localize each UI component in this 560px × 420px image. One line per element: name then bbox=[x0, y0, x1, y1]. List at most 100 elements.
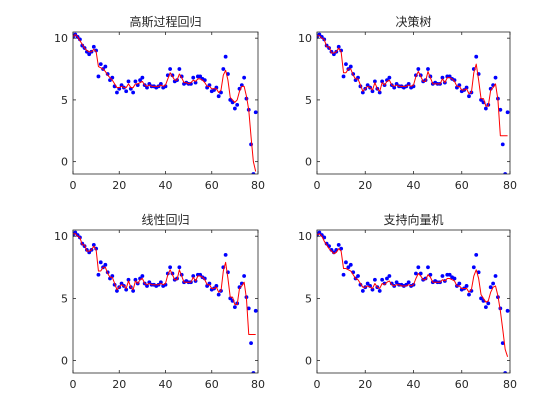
data-point bbox=[440, 274, 445, 278]
series-line bbox=[317, 233, 509, 357]
data-point bbox=[365, 83, 370, 87]
data-point bbox=[103, 262, 108, 267]
y-tick-label: 10 bbox=[54, 230, 68, 243]
data-point bbox=[406, 81, 411, 86]
data-point bbox=[251, 371, 256, 373]
data-point bbox=[483, 106, 488, 111]
data-point bbox=[126, 277, 131, 282]
data-point bbox=[87, 52, 92, 57]
data-point bbox=[145, 284, 149, 288]
data-point bbox=[426, 67, 430, 71]
data-point bbox=[232, 106, 237, 111]
data-point bbox=[377, 90, 382, 95]
data-point bbox=[493, 274, 498, 278]
data-point bbox=[491, 281, 496, 286]
data-point bbox=[370, 89, 375, 94]
data-point bbox=[471, 265, 476, 270]
data-point bbox=[394, 81, 399, 86]
plot-content bbox=[317, 230, 510, 373]
data-point bbox=[124, 89, 129, 94]
data-point bbox=[168, 265, 173, 270]
data-point bbox=[348, 262, 353, 267]
data-point bbox=[140, 75, 145, 80]
data-point bbox=[193, 80, 198, 85]
x-tick-label: 0 bbox=[314, 378, 321, 391]
x-tick-label: 20 bbox=[112, 179, 126, 192]
plot-content bbox=[73, 230, 258, 373]
data-point bbox=[474, 54, 479, 59]
data-point bbox=[488, 285, 493, 290]
plot-area bbox=[73, 230, 258, 373]
data-point bbox=[500, 142, 505, 147]
data-point bbox=[138, 78, 142, 83]
data-point bbox=[385, 276, 389, 281]
data-point bbox=[242, 274, 247, 278]
data-point bbox=[341, 74, 346, 79]
data-point bbox=[416, 67, 421, 71]
data-point bbox=[373, 79, 377, 84]
data-point bbox=[356, 274, 360, 278]
data-point bbox=[483, 305, 488, 309]
y-tick-label: 10 bbox=[54, 32, 68, 45]
data-point bbox=[370, 287, 375, 292]
subplot-title: 高斯过程回归 bbox=[129, 14, 201, 29]
plot-content bbox=[317, 32, 510, 174]
x-tick-label: 60 bbox=[455, 179, 469, 192]
subplot-1: 0 20 40 60 80 0 5 10 高斯过程回归 bbox=[54, 14, 265, 192]
x-tick-label: 80 bbox=[503, 378, 517, 391]
data-point bbox=[464, 85, 469, 90]
data-point bbox=[387, 75, 392, 80]
data-point bbox=[464, 284, 469, 288]
data-point bbox=[91, 44, 96, 49]
data-point bbox=[223, 54, 228, 59]
data-point bbox=[416, 265, 421, 270]
data-point bbox=[387, 274, 392, 278]
data-point bbox=[346, 265, 351, 270]
data-point bbox=[348, 64, 353, 69]
data-point bbox=[467, 292, 471, 297]
data-point bbox=[447, 272, 452, 277]
data-point bbox=[479, 296, 483, 301]
data-point bbox=[119, 83, 124, 87]
data-point bbox=[505, 110, 510, 115]
data-point bbox=[158, 81, 163, 86]
y-tick-label: 10 bbox=[298, 230, 312, 243]
subplot-title: 决策树 bbox=[395, 14, 431, 29]
data-point bbox=[426, 265, 430, 270]
data-point bbox=[249, 142, 253, 147]
data-point bbox=[191, 75, 196, 80]
y-tick-label: 5 bbox=[305, 94, 312, 107]
subplot-2: 0 20 40 60 80 0 5 10 决策树 bbox=[298, 14, 517, 192]
data-point bbox=[242, 75, 247, 80]
series-line bbox=[73, 233, 256, 335]
data-point bbox=[406, 280, 411, 285]
y-tick-label: 0 bbox=[61, 156, 68, 169]
data-point bbox=[360, 289, 365, 293]
data-point bbox=[253, 308, 258, 313]
data-point bbox=[394, 280, 399, 285]
x-tick-label: 60 bbox=[205, 378, 219, 391]
plot-area bbox=[73, 32, 258, 174]
series-line bbox=[317, 35, 508, 137]
data-point bbox=[360, 90, 365, 95]
x-tick-label: 20 bbox=[112, 378, 126, 391]
plot-content bbox=[73, 32, 258, 174]
y-tick-label: 5 bbox=[305, 292, 312, 305]
x-tick-label: 80 bbox=[251, 179, 265, 192]
x-tick-label: 0 bbox=[70, 378, 77, 391]
data-point bbox=[249, 341, 253, 346]
plot-area bbox=[317, 230, 510, 373]
data-point bbox=[131, 289, 136, 293]
data-point bbox=[98, 260, 103, 265]
data-point bbox=[336, 44, 341, 49]
data-point bbox=[486, 301, 491, 306]
y-tick-label: 0 bbox=[305, 355, 312, 368]
data-point bbox=[133, 79, 138, 84]
plot-area bbox=[317, 32, 510, 174]
x-tick-label: 0 bbox=[314, 179, 321, 192]
y-tick-label: 5 bbox=[61, 94, 68, 107]
data-point bbox=[103, 64, 108, 69]
data-point bbox=[126, 79, 131, 84]
y-tick-label: 5 bbox=[61, 292, 68, 305]
